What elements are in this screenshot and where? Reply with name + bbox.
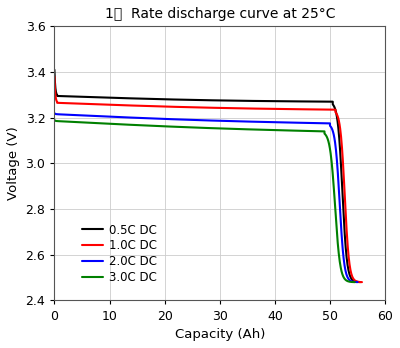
3.0C DC [52, 118, 57, 122]
0.5C DC [54, 93, 59, 97]
0.5C DC [229, 98, 234, 103]
3.0C DC [134, 123, 138, 127]
3.0C DC [247, 127, 252, 132]
3.0C DC [157, 124, 162, 128]
Y-axis label: Voltage (V): Voltage (V) [7, 127, 20, 200]
Line: 0.5C DC: 0.5C DC [54, 70, 360, 282]
2.0C DC [135, 116, 140, 120]
X-axis label: Capacity (Ah): Capacity (Ah) [174, 328, 265, 341]
Line: 3.0C DC: 3.0C DC [54, 120, 355, 282]
Legend: 0.5C DC, 1.0C DC, 2.0C DC, 3.0C DC: 0.5C DC, 1.0C DC, 2.0C DC, 3.0C DC [77, 219, 162, 289]
1.0C DC [137, 104, 142, 108]
2.0C DC [349, 279, 354, 283]
1.0C DC [161, 104, 166, 109]
3.0C DC [352, 280, 357, 284]
3.0C DC [346, 279, 350, 283]
2.0C DC [227, 119, 232, 123]
0.5C DC [136, 96, 141, 101]
0.5C DC [352, 279, 357, 283]
2.0C DC [159, 117, 164, 121]
1.0C DC [52, 74, 57, 79]
0.5C DC [160, 97, 165, 101]
1.0C DC [230, 106, 235, 110]
3.0C DC [224, 127, 228, 131]
2.0C DC [54, 112, 59, 116]
0.5C DC [358, 280, 363, 284]
3.0C DC [54, 119, 59, 123]
2.0C DC [251, 120, 256, 124]
Title: 1、  Rate discharge curve at 25°C: 1、 Rate discharge curve at 25°C [104, 7, 335, 21]
2.0C DC [52, 111, 57, 115]
2.0C DC [355, 280, 360, 284]
Line: 1.0C DC: 1.0C DC [54, 77, 362, 282]
0.5C DC [253, 99, 258, 103]
0.5C DC [52, 68, 57, 72]
1.0C DC [354, 279, 358, 283]
Line: 2.0C DC: 2.0C DC [54, 113, 358, 282]
1.0C DC [54, 100, 59, 104]
1.0C DC [255, 106, 260, 111]
1.0C DC [360, 280, 364, 284]
